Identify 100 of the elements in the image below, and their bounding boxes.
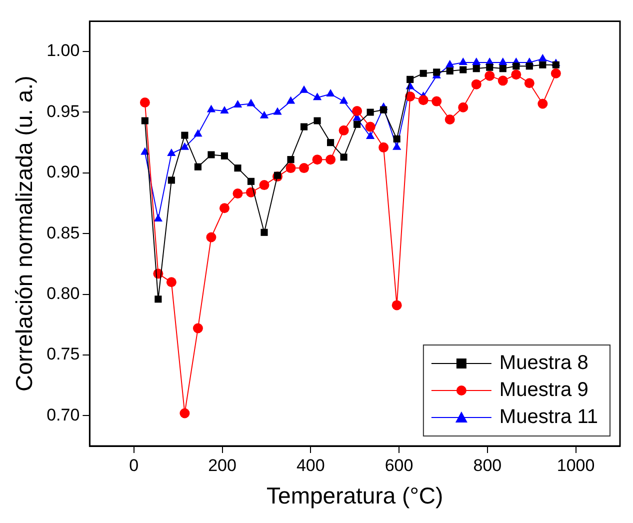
- y-tick-label: 0.80: [46, 284, 80, 303]
- point: [472, 65, 480, 72]
- point: [458, 102, 468, 112]
- point: [499, 65, 506, 72]
- point: [498, 57, 508, 65]
- point: [220, 152, 228, 160]
- point: [524, 78, 534, 88]
- legend-label: Muestra 8: [499, 352, 588, 374]
- point: [539, 61, 546, 68]
- point: [366, 132, 375, 140]
- point: [365, 122, 376, 132]
- point: [194, 163, 202, 170]
- y-tick-label: 0.70: [46, 405, 80, 424]
- point: [246, 98, 256, 106]
- point: [418, 95, 428, 106]
- x-tick-label: 400: [296, 456, 325, 475]
- point: [366, 108, 374, 116]
- point: [286, 163, 296, 174]
- point: [538, 98, 548, 109]
- point: [219, 203, 230, 214]
- point: [432, 96, 442, 106]
- y-tick-label: 0.75: [46, 344, 80, 364]
- legend-label: Muestra 9: [499, 379, 588, 402]
- point: [444, 114, 455, 125]
- x-tick-label: 800: [473, 456, 502, 475]
- point: [154, 214, 163, 222]
- x-tick-label: 0: [129, 456, 139, 475]
- point: [326, 89, 335, 97]
- point: [484, 70, 495, 81]
- point: [420, 70, 427, 77]
- point: [550, 68, 561, 78]
- point: [352, 106, 362, 116]
- point: [300, 85, 308, 93]
- point: [471, 79, 482, 90]
- y-axis-title: Correlación normalizada (u. a.): [11, 76, 38, 392]
- point: [326, 154, 336, 165]
- x-axis-title: Temperatura (°C): [266, 482, 444, 509]
- point: [498, 76, 508, 86]
- point: [406, 76, 414, 83]
- point: [167, 148, 176, 156]
- point: [446, 60, 454, 68]
- point: [339, 96, 348, 104]
- y-tick-label: 0.85: [46, 223, 80, 242]
- point: [314, 117, 321, 124]
- y-tick-label: 0.90: [46, 162, 80, 182]
- y-tick-label: 0.95: [46, 102, 80, 121]
- point: [486, 64, 494, 71]
- point: [181, 132, 188, 139]
- point: [192, 323, 203, 334]
- x-tick-label: 600: [384, 456, 414, 475]
- point: [260, 110, 269, 118]
- point: [312, 92, 322, 100]
- point: [247, 178, 255, 185]
- y-tick-label: 1.00: [46, 41, 80, 60]
- point: [220, 106, 229, 114]
- point: [274, 172, 282, 179]
- point: [378, 142, 389, 152]
- point: [340, 154, 348, 161]
- point: [206, 104, 216, 112]
- point: [233, 100, 242, 108]
- point: [380, 106, 388, 114]
- point: [180, 142, 190, 150]
- point: [194, 129, 202, 137]
- point: [460, 66, 467, 74]
- point: [273, 107, 282, 115]
- point: [538, 54, 547, 62]
- point: [287, 156, 294, 164]
- x-tick-label: 200: [208, 456, 236, 475]
- point: [392, 300, 402, 310]
- point: [260, 228, 268, 236]
- point: [232, 188, 243, 199]
- point: [180, 408, 190, 418]
- point: [393, 135, 400, 142]
- point: [472, 57, 481, 65]
- point: [140, 98, 150, 108]
- point: [526, 62, 533, 70]
- point: [206, 232, 216, 242]
- point: [354, 120, 361, 128]
- point: [433, 68, 440, 76]
- point: [154, 296, 162, 303]
- point: [141, 117, 148, 124]
- point: [458, 57, 468, 65]
- point: [511, 70, 522, 80]
- point: [168, 176, 175, 184]
- x-tick-label: 1000: [556, 456, 595, 475]
- point: [234, 164, 242, 172]
- point: [552, 61, 560, 68]
- point: [286, 96, 296, 104]
- point: [327, 139, 334, 146]
- point: [392, 142, 402, 150]
- point: [312, 154, 322, 165]
- point: [405, 91, 416, 102]
- point: [299, 163, 310, 174]
- point: [512, 62, 520, 70]
- point: [259, 180, 270, 190]
- legend-label: Muestra 11: [499, 406, 598, 428]
- point: [446, 67, 454, 74]
- point: [208, 151, 215, 158]
- point: [166, 277, 176, 288]
- point: [300, 123, 308, 130]
